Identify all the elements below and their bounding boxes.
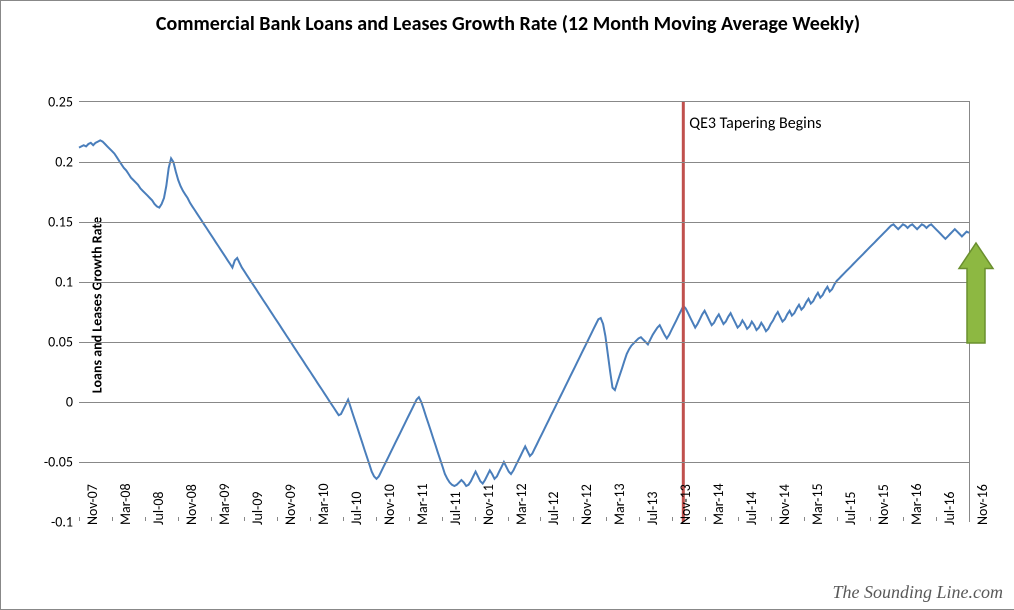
grid-line <box>79 462 969 463</box>
x-tick-label: Mar-13 <box>611 483 628 525</box>
x-tick-mark <box>475 517 476 521</box>
x-tick-label: Nov-16 <box>974 484 991 525</box>
up-arrow-icon <box>959 243 993 343</box>
x-tick-label: Mar-15 <box>809 483 826 525</box>
x-tick-label: Jul-13 <box>644 491 661 525</box>
x-tick-mark <box>969 517 970 521</box>
x-tick-label: Nov-08 <box>183 484 200 525</box>
x-tick-label: Jul-14 <box>743 491 760 525</box>
x-tick-mark <box>705 517 706 521</box>
x-tick-mark <box>804 517 805 521</box>
chart-title: Commercial Bank Loans and Leases Growth … <box>1 11 1014 37</box>
x-tick-label: Mar-11 <box>414 483 431 525</box>
x-tick-mark <box>442 517 443 521</box>
y-tick-label: -0.1 <box>51 514 73 531</box>
x-tick-mark <box>244 517 245 521</box>
x-tick-mark <box>936 517 937 521</box>
x-tick-label: Jul-12 <box>545 491 562 525</box>
x-tick-label: Nov-09 <box>282 484 299 525</box>
x-axis: Nov-07Mar-08Jul-08Nov-08Mar-09Jul-09Nov-… <box>79 521 969 522</box>
grid-line <box>79 342 969 343</box>
x-tick-mark <box>79 517 80 521</box>
x-tick-mark <box>211 517 212 521</box>
x-tick-mark <box>376 517 377 521</box>
x-tick-label: Jul-09 <box>249 491 266 525</box>
chart-svg <box>79 102 969 522</box>
y-tick-label: 0.1 <box>55 274 73 291</box>
x-tick-label: Mar-16 <box>908 483 925 525</box>
grid-line <box>79 222 969 223</box>
x-tick-mark <box>277 517 278 521</box>
annotation-label: QE3 Tapering Begins <box>689 114 821 133</box>
x-tick-label: Jul-08 <box>150 491 167 525</box>
x-tick-mark <box>310 517 311 521</box>
x-tick-mark <box>409 517 410 521</box>
y-tick-label: 0 <box>66 394 73 411</box>
x-tick-mark <box>639 517 640 521</box>
x-tick-label: Mar-09 <box>216 483 233 525</box>
x-tick-mark <box>112 517 113 521</box>
x-tick-label: Nov-15 <box>875 484 892 525</box>
y-tick-label: 0.05 <box>48 334 73 351</box>
y-tick-label: 0.2 <box>55 154 73 171</box>
x-tick-label: Nov-13 <box>677 484 694 525</box>
x-tick-mark <box>343 517 344 521</box>
x-tick-mark <box>771 517 772 521</box>
arrow-shape <box>959 243 993 343</box>
x-tick-label: Mar-12 <box>513 483 530 525</box>
x-tick-mark <box>540 517 541 521</box>
x-tick-label: Mar-10 <box>315 483 332 525</box>
x-tick-mark <box>903 517 904 521</box>
x-tick-mark <box>606 517 607 521</box>
y-tick-label: 0.15 <box>48 214 73 231</box>
grid-line <box>79 402 969 403</box>
x-tick-mark <box>870 517 871 521</box>
x-tick-label: Mar-08 <box>117 483 134 525</box>
x-tick-label: Jul-15 <box>842 491 859 525</box>
attribution: The Sounding Line.com <box>833 582 1004 603</box>
y-tick-label: 0.25 <box>48 94 73 111</box>
x-tick-mark <box>573 517 574 521</box>
x-tick-label: Nov-12 <box>578 484 595 525</box>
y-tick-label: -0.05 <box>44 454 73 471</box>
x-tick-mark <box>508 517 509 521</box>
data-line <box>79 140 969 486</box>
chart-container: Commercial Bank Loans and Leases Growth … <box>0 0 1014 610</box>
x-tick-mark <box>178 517 179 521</box>
x-tick-mark <box>738 517 739 521</box>
x-tick-label: Mar-14 <box>710 483 727 525</box>
x-tick-label: Nov-14 <box>776 484 793 525</box>
x-tick-label: Jul-16 <box>941 491 958 525</box>
plot-area: QE3 Tapering Begins -0.1-0.0500.050.10.1… <box>79 101 970 522</box>
x-tick-label: Nov-10 <box>381 484 398 525</box>
grid-line <box>79 162 969 163</box>
x-tick-label: Nov-11 <box>480 484 497 525</box>
grid-line <box>79 282 969 283</box>
x-tick-label: Jul-10 <box>348 491 365 525</box>
x-tick-label: Jul-11 <box>447 491 464 525</box>
x-tick-mark <box>837 517 838 521</box>
x-tick-mark <box>145 517 146 521</box>
x-tick-label: Nov-07 <box>84 484 101 525</box>
x-tick-mark <box>672 517 673 521</box>
